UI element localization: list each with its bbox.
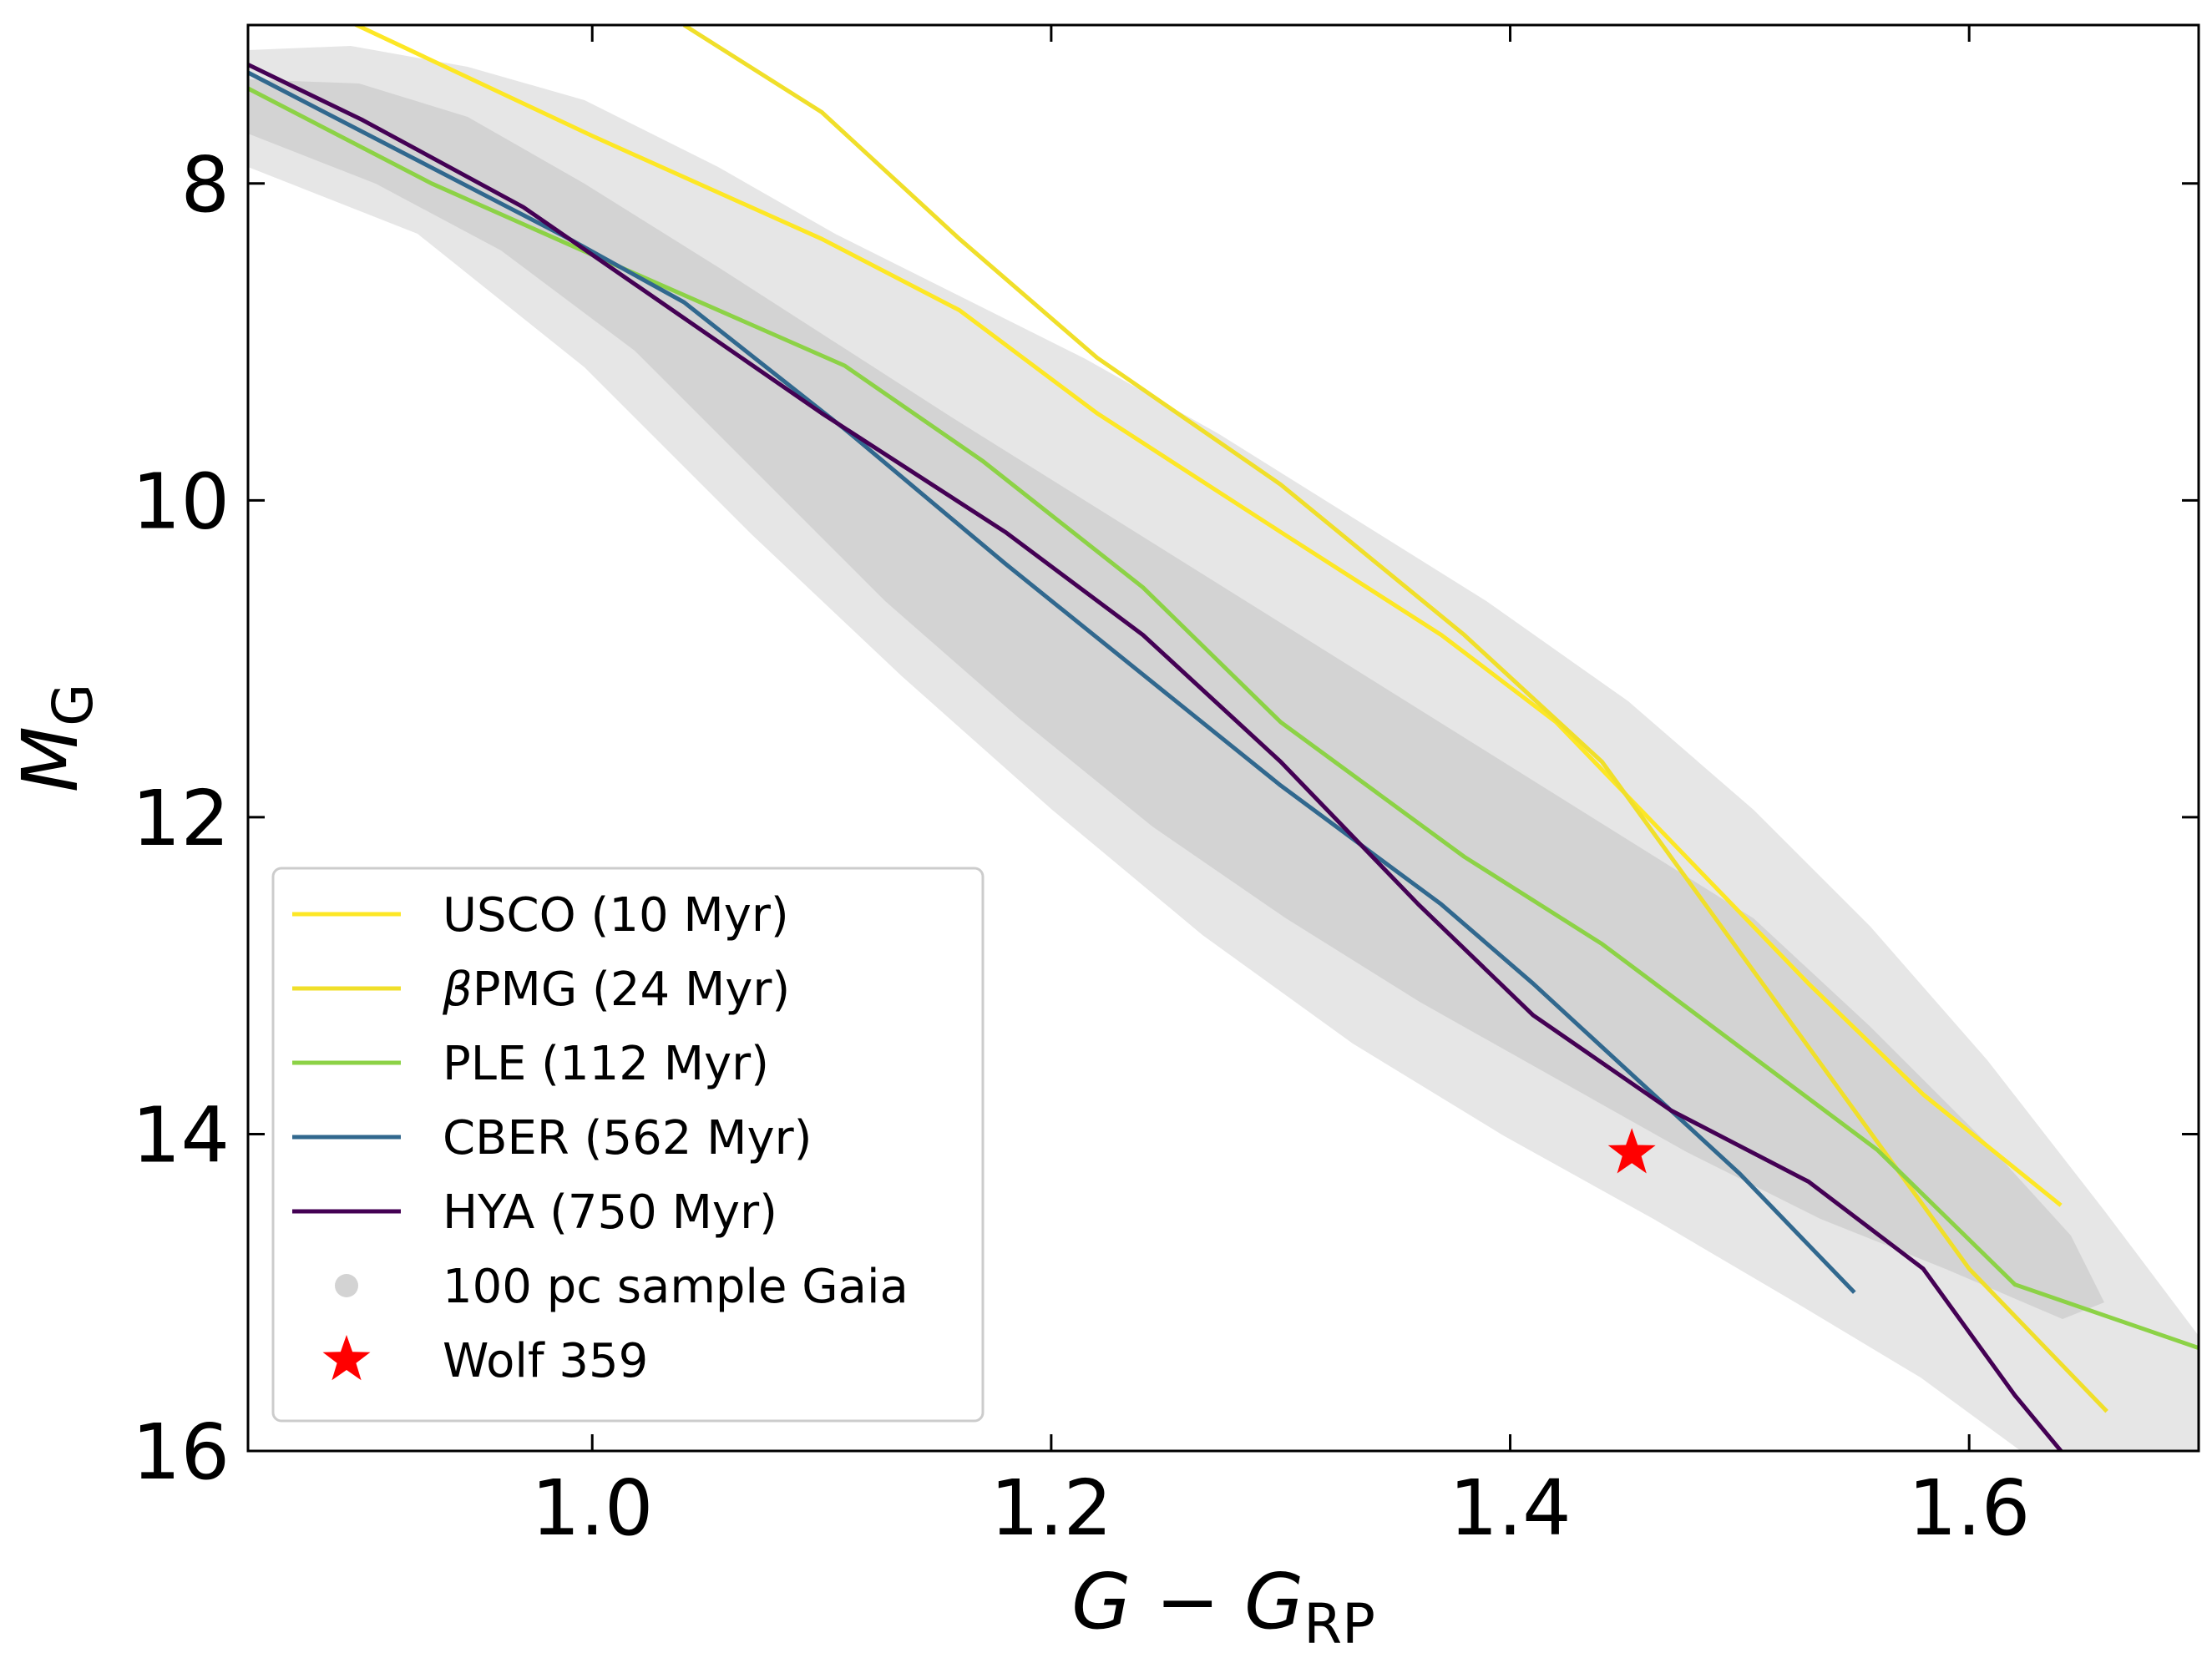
x-tick-label: 1.6: [1908, 1463, 2030, 1553]
legend-label-scatter: 100 pc sample Gaia: [443, 1260, 909, 1314]
y-axis-label-sub: G: [41, 684, 105, 726]
x-axis-label-sub: RP: [1303, 1592, 1375, 1656]
legend-label-4: HYA (750 Myr): [443, 1185, 777, 1240]
legend: USCO (10 Myr) βPMG (24 Myr) PLE (112 Myr) C…: [271, 867, 985, 1423]
legend-entries: USCO (10 Myr) βPMG (24 Myr) PLE (112 Myr) C…: [292, 888, 909, 1388]
x-tick-label: 1.0: [531, 1463, 653, 1553]
legend-box: [271, 867, 985, 1423]
series-line-4: [248, 63, 2063, 1451]
legend-label-0: USCO (10 Myr): [443, 888, 789, 943]
y-tick-label: 8: [180, 140, 230, 230]
x-axis-label-main: G − G: [1071, 1557, 1303, 1646]
legend-swatch-star: [322, 1335, 371, 1381]
series-line-3: [248, 70, 1856, 1294]
wolf-359-star-marker: [1607, 1128, 1656, 1174]
ticks-layer: 1.0 1.2 1.4 1.6 8 10 12 14 16: [132, 25, 2199, 1553]
x-axis-label: G − GRP: [1071, 1557, 1375, 1656]
legend-label-1: βPMG (24 Myr): [442, 963, 790, 1017]
legend-label-3: CBER (562 Myr): [443, 1111, 812, 1165]
y-axis-label: MG: [6, 684, 105, 793]
y-tick-label: 14: [132, 1090, 230, 1180]
highlight-layer: [1607, 1128, 1656, 1174]
series-layer: [248, 25, 2199, 1451]
plot-frame: [246, 23, 2200, 1453]
y-tick-label: 12: [132, 774, 230, 863]
legend-swatch-scatter: [335, 1274, 358, 1297]
y-tick-label: 16: [132, 1408, 230, 1497]
legend-label-wolf-359: Wolf 359: [443, 1334, 648, 1388]
series-line-0: [352, 25, 2063, 1207]
legend-label-2: PLE (112 Myr): [443, 1037, 769, 1091]
y-tick-label: 10: [132, 457, 230, 546]
x-tick-label: 1.4: [1449, 1463, 1571, 1553]
y-axis-label-main: M: [6, 726, 95, 792]
x-tick-label: 1.2: [990, 1463, 1112, 1553]
